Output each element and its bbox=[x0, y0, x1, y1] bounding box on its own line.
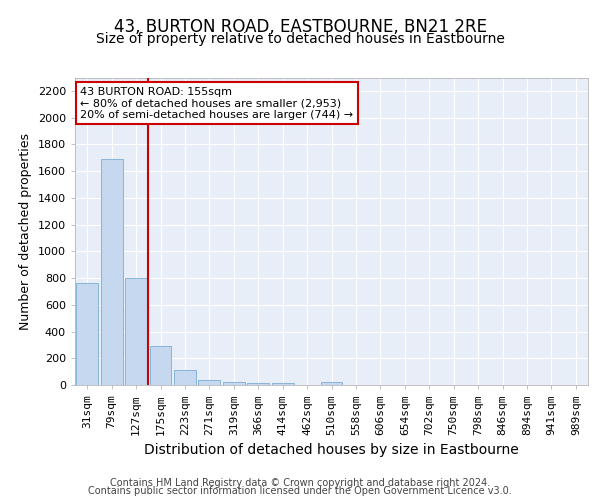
Bar bbox=[223, 382, 245, 385]
Text: Size of property relative to detached houses in Eastbourne: Size of property relative to detached ho… bbox=[95, 32, 505, 46]
Text: Contains HM Land Registry data © Crown copyright and database right 2024.: Contains HM Land Registry data © Crown c… bbox=[110, 478, 490, 488]
Bar bbox=[272, 384, 293, 385]
Bar bbox=[125, 278, 147, 385]
Text: 43 BURTON ROAD: 155sqm
← 80% of detached houses are smaller (2,953)
20% of semi-: 43 BURTON ROAD: 155sqm ← 80% of detached… bbox=[80, 86, 353, 120]
Bar bbox=[101, 159, 122, 385]
Y-axis label: Number of detached properties: Number of detached properties bbox=[19, 132, 32, 330]
Bar bbox=[174, 370, 196, 385]
Text: 43, BURTON ROAD, EASTBOURNE, BN21 2RE: 43, BURTON ROAD, EASTBOURNE, BN21 2RE bbox=[113, 18, 487, 36]
Text: Contains public sector information licensed under the Open Government Licence v3: Contains public sector information licen… bbox=[88, 486, 512, 496]
Bar bbox=[149, 346, 172, 385]
Bar bbox=[320, 382, 343, 385]
X-axis label: Distribution of detached houses by size in Eastbourne: Distribution of detached houses by size … bbox=[144, 443, 519, 457]
Bar bbox=[247, 382, 269, 385]
Bar bbox=[76, 284, 98, 385]
Bar bbox=[199, 380, 220, 385]
